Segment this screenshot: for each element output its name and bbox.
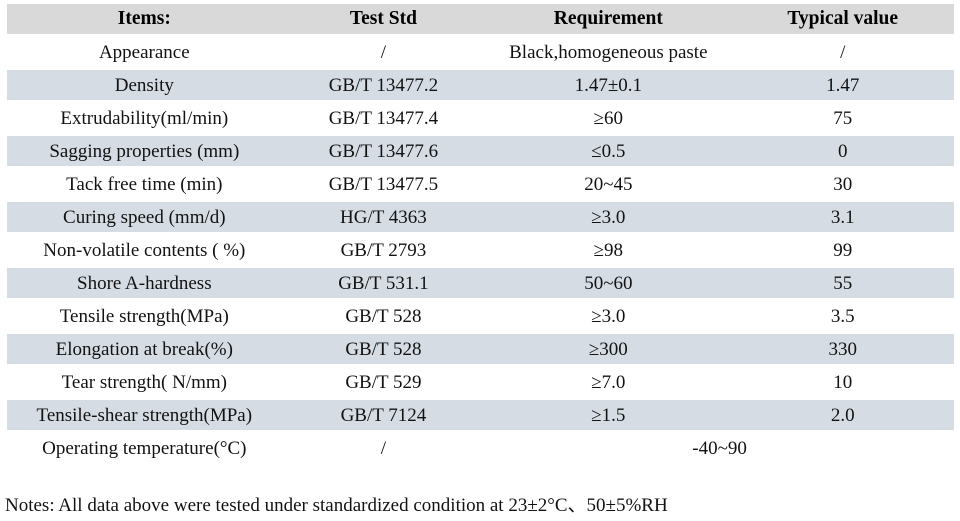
cell-item: Curing speed (mm/d) (63, 206, 226, 228)
cell-test-std: GB/T 2793 (340, 239, 427, 261)
cell-item: Non-volatile contents ( %) (43, 239, 246, 261)
cell-typical-value: / (840, 41, 846, 63)
cell-requirement: ≤0.5 (591, 140, 626, 162)
cell-test-std: GB/T 13477.4 (328, 107, 439, 129)
cell-typical-value: 75 (833, 107, 853, 129)
cell-requirement: ≥3.0 (591, 206, 626, 228)
cell-item: Shore A-hardness (77, 272, 212, 294)
cell-test-std: GB/T 528 (345, 305, 422, 327)
cell-test-std: GB/T 528 (345, 338, 422, 360)
cell-typical-value: 55 (833, 272, 853, 294)
table-header-row: Items: Test Std Requirement Typical valu… (7, 4, 954, 34)
table-row-tensile-strength: Tensile strength(MPa) GB/T 528 ≥3.0 3.5 (7, 301, 954, 331)
cell-typical-value: 99 (833, 239, 853, 261)
cell-requirement: 50~60 (584, 272, 633, 294)
column-header-test-std: Test Std (349, 8, 417, 30)
cell-test-std: GB/T 7124 (340, 404, 427, 426)
notes-text: Notes: All data above were tested under … (5, 495, 668, 516)
cell-typical-value: 3.5 (830, 305, 855, 327)
cell-test-std: GB/T 529 (345, 371, 422, 393)
cell-requirement: 1.47±0.1 (574, 74, 643, 96)
column-header-items: Items: (117, 8, 171, 30)
table-row-operating-temperature: Operating temperature(°C) / -40~90 (7, 433, 954, 463)
cell-requirement: ≥1.5 (591, 404, 626, 426)
cell-test-std: / (380, 437, 387, 459)
cell-typical-value: 330 (828, 338, 857, 360)
cell-requirement: ≥300 (588, 338, 628, 360)
cell-item: Sagging properties (mm) (49, 140, 240, 162)
cell-item: Appearance (98, 41, 190, 63)
spec-table: Items: Test Std Requirement Typical valu… (7, 1, 954, 466)
cell-test-std: GB/T 13477.2 (328, 74, 439, 96)
cell-test-std: / (380, 41, 387, 63)
cell-requirement: ≥7.0 (591, 371, 626, 393)
table-row-tensile-shear-strength: Tensile-shear strength(MPa) GB/T 7124 ≥1… (7, 400, 954, 430)
cell-item: Operating temperature(°C) (42, 437, 247, 459)
cell-test-std: HG/T 4363 (340, 206, 427, 228)
cell-typical-value: 1.47 (826, 74, 860, 96)
cell-item: Tack free time (min) (66, 173, 223, 195)
cell-typical-value: 3.1 (830, 206, 855, 228)
cell-requirement-typical-merged: -40~90 (692, 437, 747, 459)
table-row-appearance: Appearance / Black,homogeneous paste / (7, 37, 954, 67)
cell-requirement: Black,homogeneous paste (509, 41, 708, 63)
column-header-typical-value: Typical value (787, 8, 899, 30)
cell-test-std: GB/T 531.1 (338, 272, 429, 294)
cell-requirement: ≥60 (593, 107, 624, 129)
table-row-tear-strength: Tear strength( N/mm) GB/T 529 ≥7.0 10 (7, 367, 954, 397)
table-row-extrudability: Extrudability(ml/min) GB/T 13477.4 ≥60 7… (7, 103, 954, 133)
cell-typical-value: 10 (833, 371, 853, 393)
cell-typical-value: 30 (833, 173, 853, 195)
cell-test-std: GB/T 13477.5 (328, 173, 439, 195)
table-row-sagging-properties: Sagging properties (mm) GB/T 13477.6 ≤0.… (7, 136, 954, 166)
table-row-elongation-at-break: Elongation at break(%) GB/T 528 ≥300 330 (7, 334, 954, 364)
column-header-requirement: Requirement (553, 8, 663, 30)
cell-requirement: ≥3.0 (591, 305, 626, 327)
cell-item: Extrudability(ml/min) (60, 107, 229, 129)
cell-requirement: 20~45 (584, 173, 633, 195)
table-row-curing-speed: Curing speed (mm/d) HG/T 4363 ≥3.0 3.1 (7, 202, 954, 232)
table-row-tack-free-time: Tack free time (min) GB/T 13477.5 20~45 … (7, 169, 954, 199)
cell-item: Tensile-shear strength(MPa) (36, 404, 253, 426)
cell-item: Elongation at break(%) (55, 338, 233, 360)
cell-test-std: GB/T 13477.6 (328, 140, 439, 162)
table-row-density: Density GB/T 13477.2 1.47±0.1 1.47 (7, 70, 954, 100)
cell-item: Tear strength( N/mm) (61, 371, 228, 393)
cell-requirement: ≥98 (593, 239, 624, 261)
table-row-shore-a-hardness: Shore A-hardness GB/T 531.1 50~60 55 (7, 268, 954, 298)
cell-item: Tensile strength(MPa) (59, 305, 229, 327)
cell-item: Density (114, 74, 174, 96)
cell-typical-value: 2.0 (830, 404, 855, 426)
cell-typical-value: 0 (837, 140, 848, 162)
table-row-non-volatile-contents: Non-volatile contents ( %) GB/T 2793 ≥98… (7, 235, 954, 265)
